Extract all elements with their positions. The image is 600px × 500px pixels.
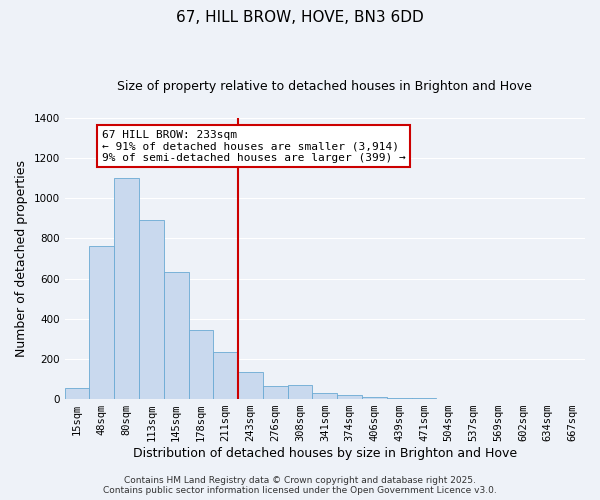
Bar (337, 395, 362, 399)
Text: 67, HILL BROW, HOVE, BN3 6DD: 67, HILL BROW, HOVE, BN3 6DD (176, 10, 424, 25)
Bar (238, 372, 263, 399)
Bar (65, 388, 89, 399)
Y-axis label: Number of detached properties: Number of detached properties (15, 160, 28, 357)
Bar (139, 220, 164, 399)
Text: Contains HM Land Registry data © Crown copyright and database right 2025.
Contai: Contains HM Land Registry data © Crown c… (103, 476, 497, 495)
Bar (387, 398, 412, 399)
Bar (313, 393, 337, 399)
Bar (263, 386, 287, 399)
Bar (164, 272, 188, 399)
Bar (114, 178, 139, 399)
Bar (287, 385, 313, 399)
Bar (214, 352, 238, 399)
Text: 67 HILL BROW: 233sqm
← 91% of detached houses are smaller (3,914)
9% of semi-det: 67 HILL BROW: 233sqm ← 91% of detached h… (102, 130, 406, 163)
Bar (362, 397, 387, 399)
Bar (188, 330, 214, 399)
Bar (412, 398, 436, 399)
Bar (89, 246, 114, 399)
Title: Size of property relative to detached houses in Brighton and Hove: Size of property relative to detached ho… (118, 80, 532, 93)
X-axis label: Distribution of detached houses by size in Brighton and Hove: Distribution of detached houses by size … (133, 447, 517, 460)
